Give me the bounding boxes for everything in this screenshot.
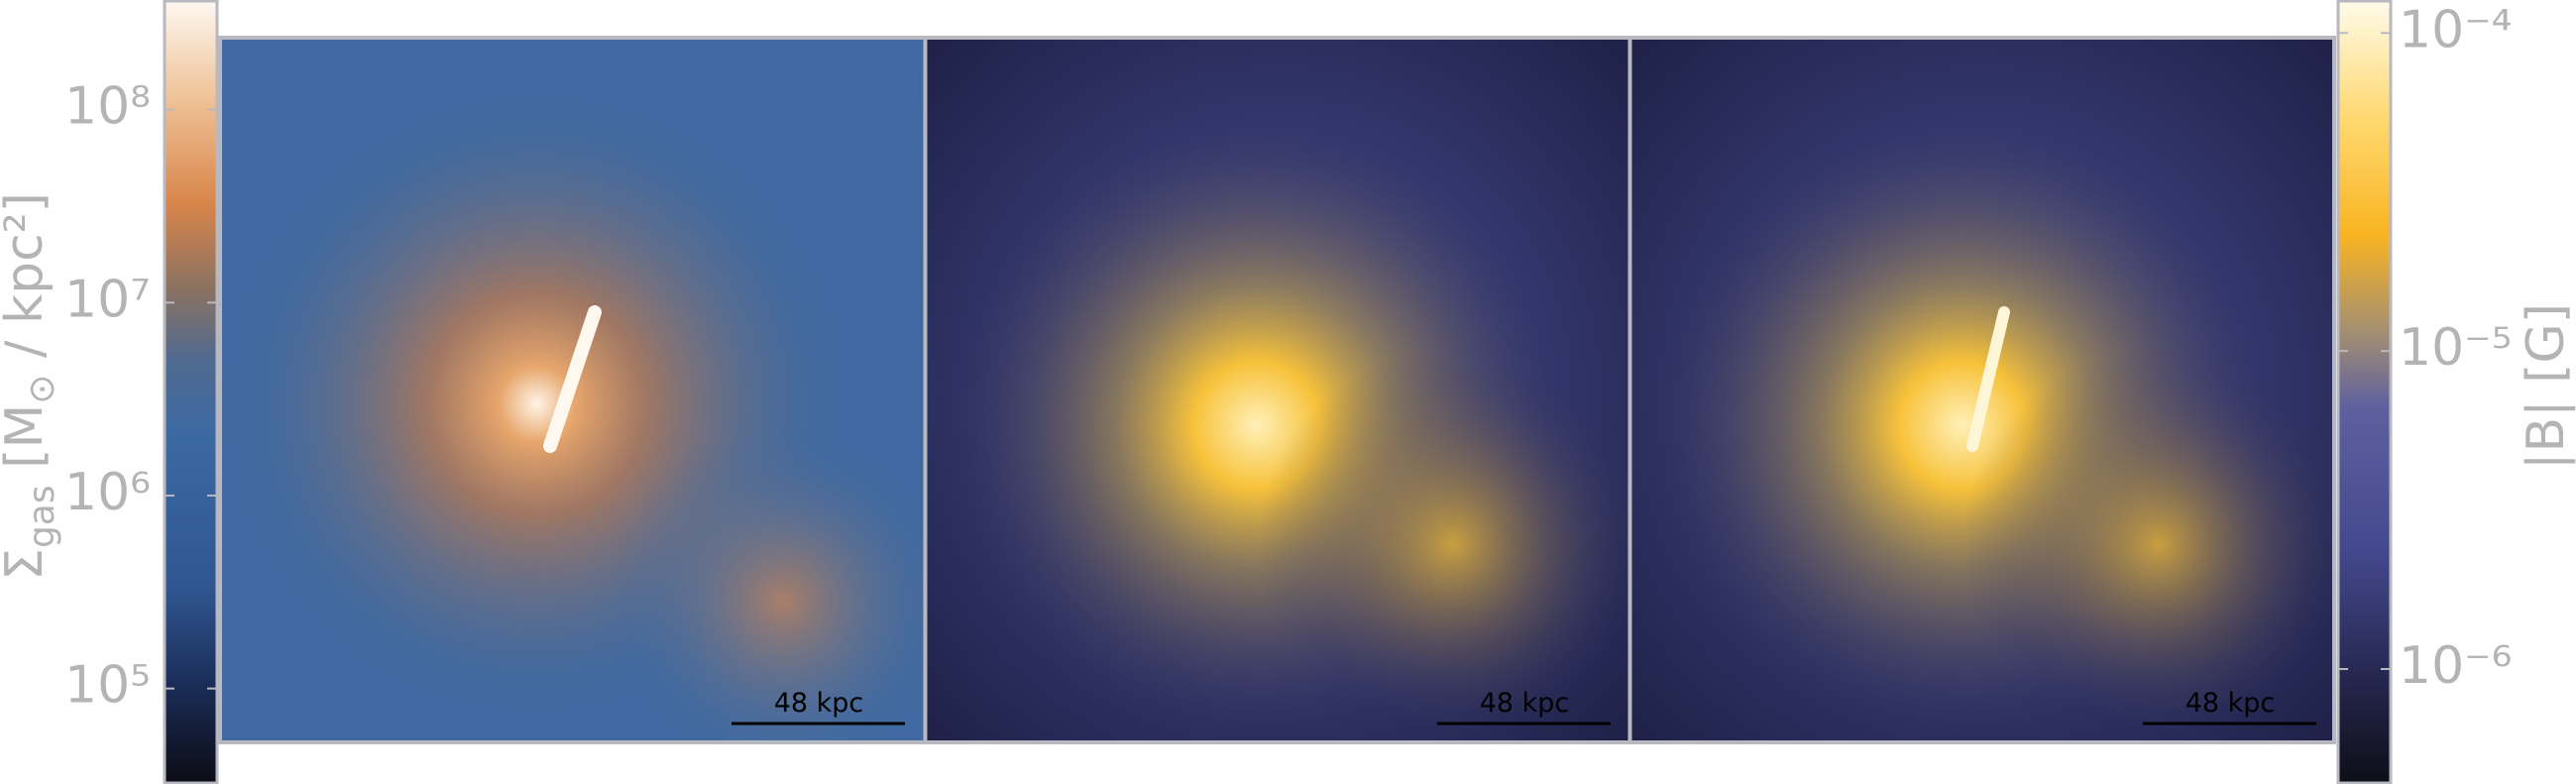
tick-label: 10⁻⁴ bbox=[2399, 0, 2512, 59]
panel-frame bbox=[218, 36, 2336, 744]
colorbar-left-label: Σgas [M⊙ / kpc²] bbox=[0, 192, 62, 581]
colorbar-left bbox=[163, 0, 219, 784]
tick-label: 10⁵ bbox=[64, 656, 151, 716]
panel-gas bbox=[220, 38, 924, 742]
label-part: / kpc²] bbox=[0, 192, 55, 374]
tick-label: 10⁷ bbox=[64, 270, 151, 329]
scale-label: 48 kpc bbox=[1480, 688, 1570, 719]
label-part: ⊙ bbox=[22, 375, 62, 404]
label-part: gas bbox=[22, 485, 62, 548]
panel-b-field-2 bbox=[1631, 38, 2334, 742]
colorbar-right-label: |B| [G] bbox=[2517, 303, 2576, 470]
tick-label: 10⁶ bbox=[64, 463, 151, 522]
label-part: Σ bbox=[0, 548, 55, 581]
panel-b-field-1 bbox=[927, 38, 1628, 742]
tick-label: 10⁻⁶ bbox=[2399, 636, 2512, 696]
label-part: [M bbox=[0, 404, 55, 486]
tick-label: 10⁸ bbox=[64, 77, 151, 137]
colorbar-right bbox=[2336, 0, 2393, 784]
tick-label: 10⁻⁵ bbox=[2399, 318, 2512, 378]
scale-label: 48 kpc bbox=[2185, 688, 2276, 719]
scale-label: 48 kpc bbox=[774, 688, 864, 719]
